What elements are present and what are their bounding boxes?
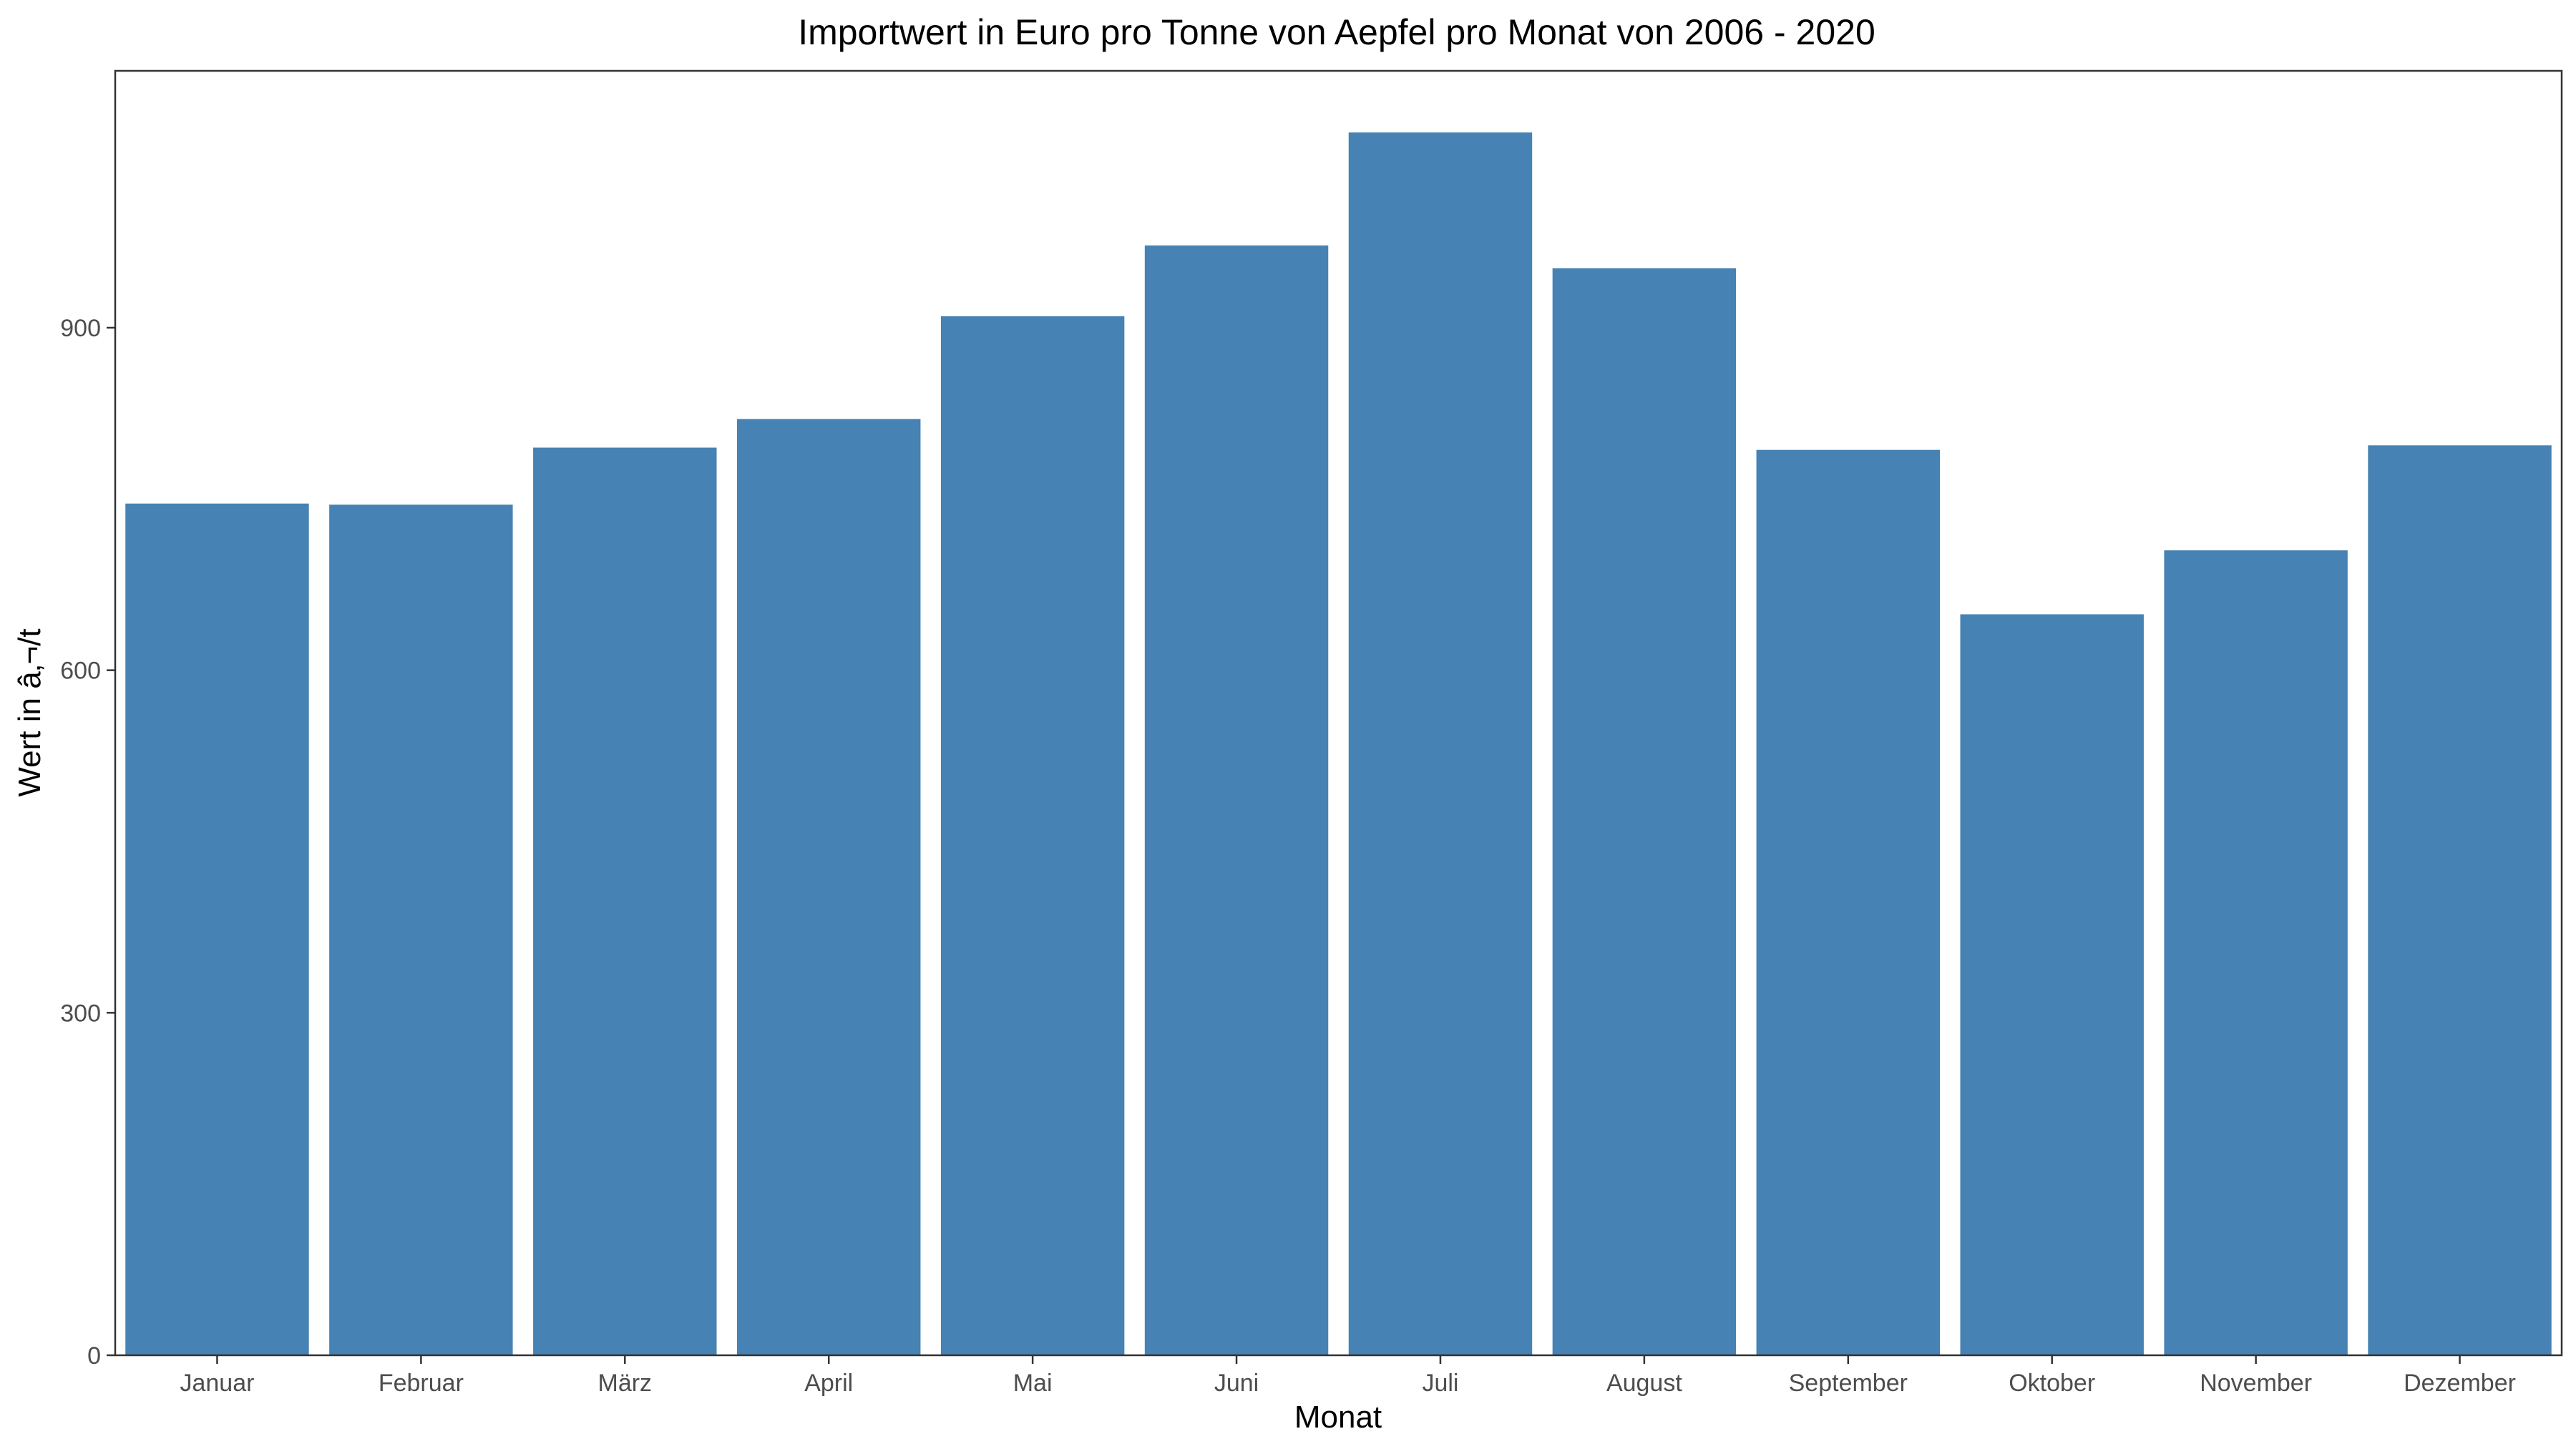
x-tick-label: Oktober <box>2009 1370 2095 1397</box>
x-tick-label: Juni <box>1214 1370 1259 1397</box>
x-axis: Januar Februar März April Mai Juni Juli August S… <box>180 1355 2516 1397</box>
x-axis-label: Monat <box>1294 1400 1382 1435</box>
x-tick-label: Juli <box>1422 1370 1458 1397</box>
bar-1 <box>329 504 513 1355</box>
y-tick-label: 900 <box>60 315 101 342</box>
bar-10 <box>2164 550 2348 1355</box>
y-tick-label: 600 <box>60 658 101 685</box>
chart-title: Importwert in Euro pro Tonne von Aepfel … <box>798 12 1875 52</box>
bar-7 <box>1552 268 1737 1355</box>
x-tick-label: Mai <box>1013 1370 1053 1397</box>
bar-3 <box>737 419 921 1355</box>
y-axis: 0 300 600 900 <box>60 315 115 1370</box>
y-tick-label: 300 <box>60 1000 101 1027</box>
y-tick-label: 0 <box>87 1342 101 1370</box>
y-axis-label: Wert in â‚¬/t <box>12 628 47 796</box>
bar-4 <box>940 316 1125 1355</box>
bar-9 <box>1960 614 2144 1355</box>
bars-group <box>125 132 2552 1355</box>
x-tick-label: Dezember <box>2404 1370 2516 1397</box>
bar-6 <box>1348 132 1533 1355</box>
bar-8 <box>1756 449 1941 1355</box>
x-tick-label: April <box>804 1370 853 1397</box>
x-tick-label: September <box>1789 1370 1908 1397</box>
x-tick-label: März <box>598 1370 653 1397</box>
bar-11 <box>2368 445 2552 1355</box>
x-tick-label: August <box>1606 1370 1682 1397</box>
x-tick-label: Februar <box>379 1370 464 1397</box>
x-tick-label: Januar <box>180 1370 254 1397</box>
plot-panel-border <box>114 69 2563 1357</box>
bar-0 <box>125 503 309 1355</box>
bar-2 <box>533 447 717 1355</box>
x-tick-label: November <box>2200 1370 2312 1397</box>
bar-5 <box>1144 245 1329 1355</box>
